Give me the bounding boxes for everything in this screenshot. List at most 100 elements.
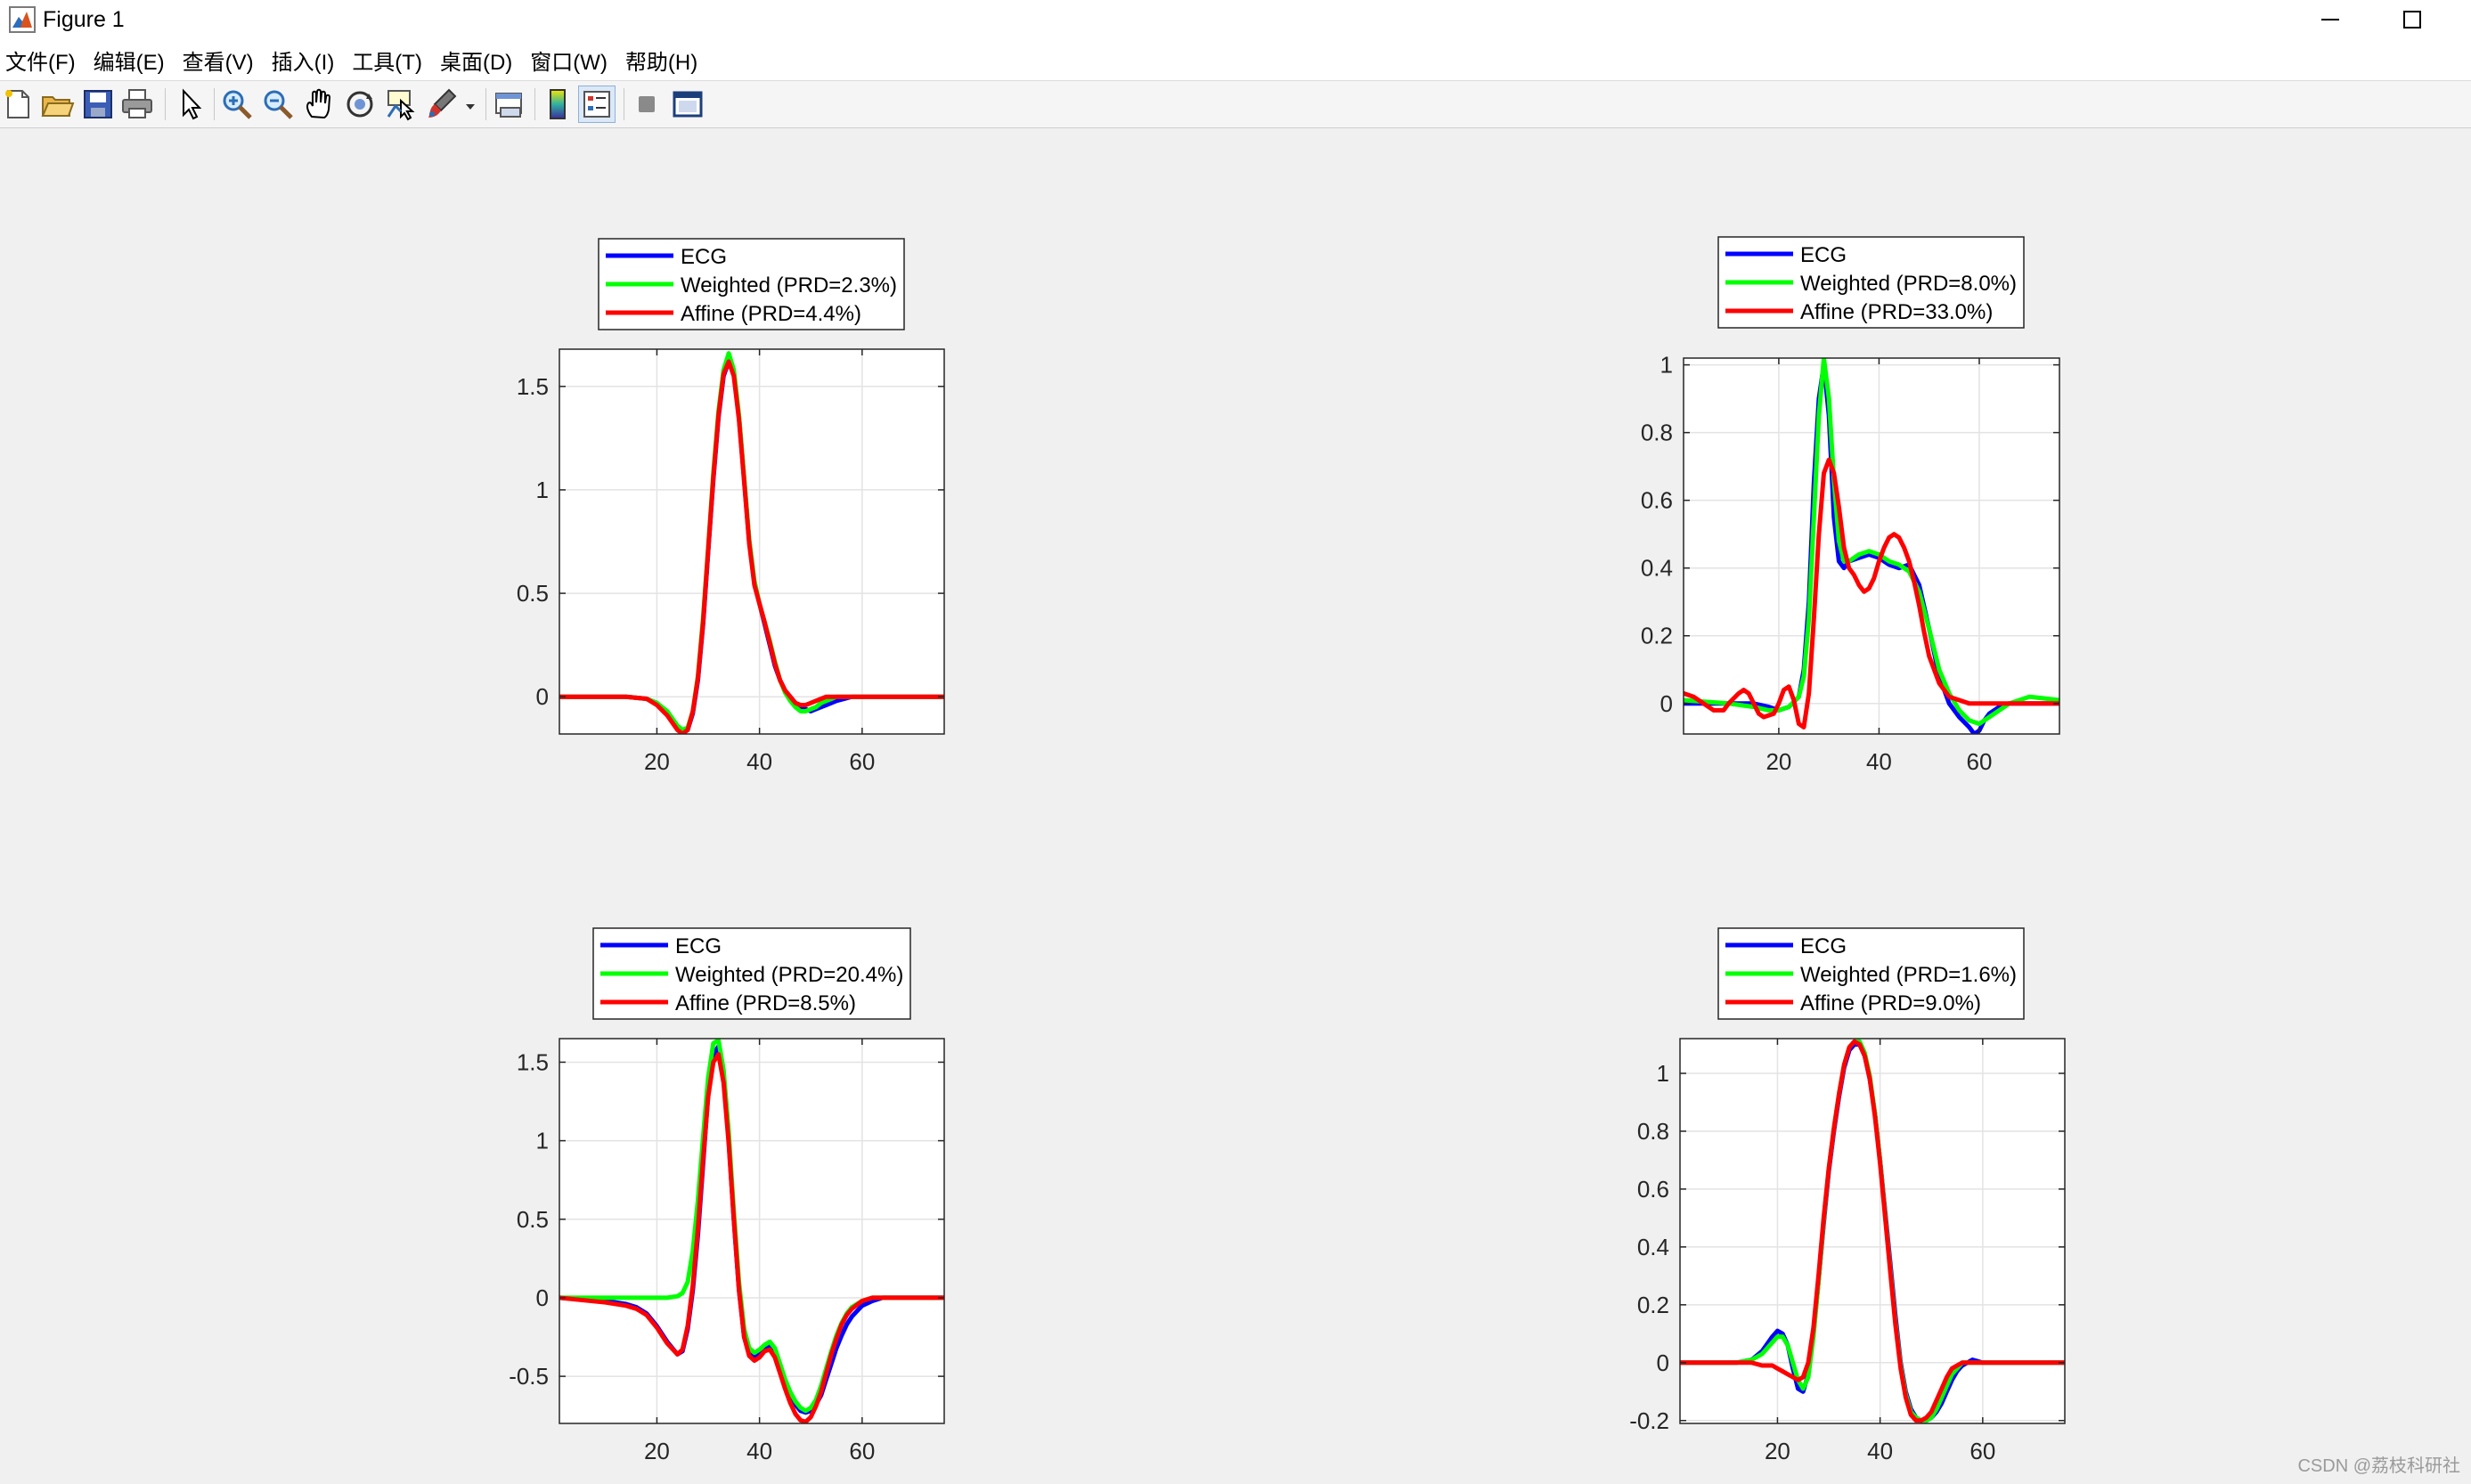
- menu-bar: 文件(F) 编辑(E) 查看(V) 插入(I) 工具(T) 桌面(D) 窗口(W…: [0, 39, 2471, 80]
- subplot-1[interactable]: 20 40 60 0 0.5 1 1.5 ECG Weighted (PRD=2.3%) Affi…: [517, 238, 945, 775]
- legend-entry: Affine (PRD=4.4%): [681, 302, 861, 326]
- minimize-button[interactable]: [2295, 0, 2366, 39]
- show-plot-tools-icon[interactable]: [670, 86, 705, 122]
- y-tick-label: 0.5: [517, 580, 549, 607]
- legend-entry: Weighted (PRD=1.6%): [1800, 963, 2017, 987]
- menu-help[interactable]: 帮助(H): [624, 50, 698, 75]
- brush-dropdown-icon[interactable]: [463, 86, 477, 122]
- open-file-icon[interactable]: [39, 86, 75, 122]
- x-tick-label: 60: [1967, 748, 1993, 775]
- y-tick-label: 0: [1660, 690, 1673, 717]
- subplot-2[interactable]: 20 40 60 0 0.2 0.4 0.6 0.8 1 ECG Weighted (PRD=8.0…: [1641, 236, 2060, 775]
- axes-box: [559, 348, 945, 735]
- toolbar-separator: [214, 88, 215, 120]
- y-tick-label: 1.5: [517, 373, 549, 400]
- axes-background: [1684, 358, 2059, 734]
- axes-background: [559, 349, 944, 734]
- brush-icon[interactable]: [424, 86, 460, 122]
- y-tick-label: 0: [1657, 1349, 1669, 1376]
- y-tick-label: 0.8: [1641, 420, 1673, 446]
- legend[interactable]: ECG Weighted (PRD=20.4%) Affine (PRD=8.5%): [592, 927, 911, 1020]
- legend[interactable]: ECG Weighted (PRD=1.6%) Affine (PRD=9.0%): [1717, 927, 2025, 1020]
- minimize-icon: [2321, 19, 2339, 20]
- axes-box: [1683, 357, 2060, 735]
- menu-insert[interactable]: 插入(I): [271, 50, 335, 75]
- toolbar-separator: [165, 88, 166, 120]
- x-tick-label: 20: [644, 1438, 670, 1464]
- subplot-4[interactable]: 20 40 60 -0.2 0 0.2 0.4 0.6 0.8 1 ECG Weighted (PRD…: [1629, 927, 2066, 1464]
- toolbar-separator: [534, 88, 535, 120]
- series-line-2: [1684, 358, 2059, 727]
- axes-box: [559, 1038, 945, 1424]
- menu-desktop[interactable]: 桌面(D): [439, 50, 513, 75]
- x-tick-label: 20: [1766, 748, 1791, 775]
- colorbar-icon[interactable]: [540, 86, 575, 122]
- series-line-3: [1680, 1039, 2065, 1423]
- x-tick-label: 60: [849, 1438, 875, 1464]
- y-tick-label: 1.5: [517, 1048, 549, 1075]
- legend[interactable]: ECG Weighted (PRD=2.3%) Affine (PRD=4.4%): [598, 238, 905, 330]
- watermark-text: CSDN @荔枝科研社: [2297, 1456, 2460, 1476]
- zoom-out-icon[interactable]: [260, 86, 296, 122]
- rotate-3d-icon[interactable]: [342, 86, 378, 122]
- legend-entry: Affine (PRD=8.5%): [675, 991, 856, 1015]
- x-tick-label: 40: [746, 748, 772, 775]
- menu-view[interactable]: 查看(V): [182, 50, 254, 75]
- y-tick-label: 1: [1660, 352, 1673, 379]
- maximize-icon: [2403, 11, 2421, 29]
- link-plot-icon[interactable]: [492, 86, 527, 122]
- legend-entry: ECG: [1800, 934, 1847, 958]
- axes-box: [1679, 1038, 2066, 1424]
- legend[interactable]: ECG Weighted (PRD=8.0%) Affine (PRD=33.0%): [1717, 236, 2025, 329]
- series-line-3: [559, 1052, 944, 1423]
- subplot-3[interactable]: 20 40 60 -0.5 0 0.5 1 1.5 ECG Weighted (PRD=20.4%…: [509, 927, 945, 1464]
- y-tick-label: 0.2: [1637, 1292, 1669, 1318]
- y-tick-label: 1: [536, 1128, 549, 1154]
- legend-entry: Weighted (PRD=20.4%): [675, 963, 903, 987]
- menu-file[interactable]: 文件(F): [5, 50, 76, 75]
- y-tick-label: 0.4: [1641, 555, 1673, 582]
- zoom-in-icon[interactable]: [219, 86, 255, 122]
- y-tick-label: 0: [536, 683, 549, 710]
- x-tick-label: 60: [1969, 1438, 1995, 1464]
- x-tick-label: 40: [1866, 748, 1892, 775]
- title-bar: Figure 1: [0, 0, 2471, 39]
- data-cursor-icon[interactable]: [383, 86, 419, 122]
- y-tick-label: 0.6: [1641, 487, 1673, 514]
- menu-window[interactable]: 窗口(W): [530, 50, 608, 75]
- matlab-figure-icon: [9, 6, 36, 33]
- menu-edit[interactable]: 编辑(E): [93, 50, 165, 75]
- hide-plot-tools-icon[interactable]: [629, 86, 665, 122]
- y-tick-label: -0.2: [1629, 1407, 1669, 1434]
- save-icon[interactable]: [80, 86, 116, 122]
- print-icon[interactable]: [119, 86, 155, 122]
- y-tick-label: 0.5: [517, 1206, 549, 1233]
- figure-toolbar: [0, 80, 2471, 128]
- legend-entry: Weighted (PRD=2.3%): [681, 273, 897, 298]
- legend-entry: ECG: [681, 245, 727, 269]
- pan-hand-icon[interactable]: [301, 86, 337, 122]
- new-figure-icon[interactable]: [0, 86, 36, 122]
- y-tick-label: 0.8: [1637, 1118, 1669, 1145]
- y-tick-label: 1: [536, 477, 549, 503]
- maximize-button[interactable]: [2377, 0, 2448, 39]
- x-tick-label: 20: [1765, 1438, 1790, 1464]
- toolbar-separator: [485, 88, 486, 120]
- menu-tools[interactable]: 工具(T): [352, 50, 422, 75]
- legend-icon[interactable]: [578, 86, 616, 123]
- legend-entry: ECG: [675, 934, 722, 958]
- x-tick-label: 60: [849, 748, 875, 775]
- series-line-3: [1684, 457, 2059, 730]
- y-tick-label: 0.2: [1641, 623, 1673, 649]
- x-tick-label: 40: [1867, 1438, 1893, 1464]
- legend-entry: ECG: [1800, 243, 1847, 267]
- y-tick-label: 0.6: [1637, 1176, 1669, 1203]
- legend-entry: Affine (PRD=33.0%): [1800, 300, 1993, 324]
- y-tick-label: 0: [536, 1284, 549, 1311]
- x-tick-label: 40: [746, 1438, 772, 1464]
- select-arrow-icon[interactable]: [173, 86, 208, 122]
- x-tick-label: 20: [644, 748, 670, 775]
- legend-entry: Weighted (PRD=8.0%): [1800, 272, 2017, 296]
- axes-background: [559, 1039, 944, 1423]
- window-title: Figure 1: [43, 6, 125, 32]
